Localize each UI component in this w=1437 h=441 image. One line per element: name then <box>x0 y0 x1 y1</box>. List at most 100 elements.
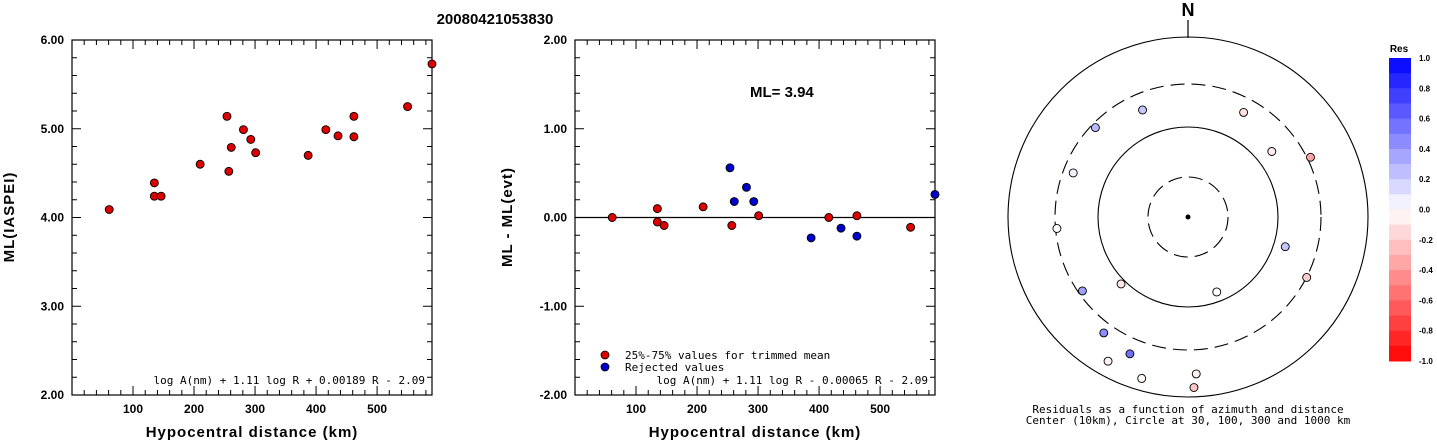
data-point <box>852 231 862 241</box>
x-tick-label: 500 <box>367 402 387 416</box>
x-axis-label: Hypocentral distance (km) <box>649 424 862 441</box>
data-point <box>104 205 114 214</box>
data-point <box>195 159 205 169</box>
y-tick-label: 3.00 <box>41 299 65 313</box>
colorbar-cell <box>1389 118 1411 135</box>
data-point <box>156 191 166 201</box>
formula-label: log A(nm) + 1.11 log R + 0.00189 R - 2.0… <box>153 374 425 387</box>
legend-label-trimmed: 25%-75% values for trimmed mean <box>625 349 830 362</box>
colorbar-tick-label: 0.6 <box>1419 115 1431 124</box>
x-tick-label: 300 <box>748 402 768 416</box>
colorbar-cell <box>1389 88 1411 104</box>
data-point <box>806 233 816 243</box>
colorbar-cell <box>1389 179 1411 195</box>
y-tick-label: 5.00 <box>41 122 65 136</box>
x-tick-label: 400 <box>306 402 326 416</box>
x-tick-label: 400 <box>809 402 829 416</box>
residual-point <box>1239 107 1249 117</box>
residual-point <box>1103 356 1113 366</box>
y-tick-label: -2.00 <box>540 388 568 402</box>
data-point <box>239 125 248 135</box>
legend-marker-trimmed <box>600 350 610 360</box>
event-title: 20080421053830 <box>437 11 554 28</box>
data-point <box>742 182 751 192</box>
residual-point <box>1189 383 1199 392</box>
y-tick-label: 2.00 <box>41 388 65 402</box>
y-tick-label: -1.00 <box>540 299 568 313</box>
x-tick-label: 100 <box>123 402 143 416</box>
residual-point <box>1302 273 1312 282</box>
x-tick-label: 100 <box>626 402 646 416</box>
colorbar-tick-label: -1.0 <box>1419 357 1433 366</box>
residual-point <box>1306 152 1315 162</box>
residual-point <box>1090 123 1100 133</box>
center-dot <box>1185 214 1191 220</box>
north-label: N <box>1182 0 1195 20</box>
plot-frame <box>71 39 433 396</box>
residual-point <box>1280 242 1290 252</box>
colorbar-cell <box>1389 209 1411 226</box>
colorbar-cell <box>1389 254 1411 271</box>
y-axis-label: ML(IASPEI) <box>1 172 18 263</box>
data-point <box>906 222 916 232</box>
y-tick-label: 0.00 <box>544 211 568 225</box>
x-tick-label: 200 <box>184 402 204 416</box>
y-tick-label: 4.00 <box>41 211 65 225</box>
colorbar-cell <box>1389 270 1411 286</box>
data-point <box>349 111 359 121</box>
x-tick-label: 200 <box>687 402 707 416</box>
data-point <box>698 202 708 212</box>
y-axis-label: ML - ML(evt) <box>499 167 516 267</box>
formula-label: log A(nm) + 1.11 log R - 0.00065 R - 2.0… <box>656 374 928 387</box>
ring-1000km <box>1007 36 1369 398</box>
residual-point <box>1138 105 1148 115</box>
data-point <box>727 221 737 230</box>
x-tick-label: 300 <box>245 402 265 416</box>
colorbar-cell <box>1389 285 1411 301</box>
colorbar-tick-label: 0.0 <box>1419 206 1431 215</box>
data-point <box>725 163 735 173</box>
y-tick-label: 2.00 <box>544 33 568 47</box>
data-point <box>251 148 261 158</box>
ring-30km <box>1147 176 1229 258</box>
data-point <box>333 131 343 141</box>
colorbar-cell <box>1389 345 1411 362</box>
colorbar-cell <box>1389 330 1411 347</box>
residual-point <box>1068 168 1078 178</box>
data-point <box>836 223 846 233</box>
panel-polar-residuals: N Residuals as a function of azimuth and… <box>1007 0 1369 427</box>
colorbar-cell <box>1389 103 1411 120</box>
legend-marker-rejected <box>600 362 610 372</box>
colorbar-cell <box>1389 224 1411 241</box>
data-point <box>852 211 862 221</box>
colorbar-tick-label: 0.8 <box>1419 84 1431 93</box>
data-point <box>222 111 232 121</box>
ring-100km <box>1097 126 1279 308</box>
data-point <box>729 197 739 206</box>
colorbar-tick-label: 1.0 <box>1419 54 1431 63</box>
colorbar-cell <box>1389 300 1411 317</box>
data-point <box>226 142 236 152</box>
y-tick-label: 6.00 <box>41 33 65 47</box>
x-tick-label: 500 <box>870 402 890 416</box>
residual-point <box>1212 287 1222 297</box>
data-point <box>427 59 437 69</box>
data-point <box>930 189 940 199</box>
ml-annotation: ML= 3.94 <box>750 84 814 101</box>
caption-line-1: Residuals as a function of azimuth and d… <box>1032 403 1343 416</box>
panel-ml-residual: 100 200 300 400 500 -2.00 -1.00 0.00 1.00 2.00 Hy… <box>499 33 940 441</box>
residual-point <box>1052 224 1062 233</box>
data-point <box>749 197 759 206</box>
colorbar-cell <box>1389 239 1411 256</box>
colorbar-cell <box>1389 73 1411 89</box>
residual-point <box>1137 373 1147 383</box>
data-point <box>607 213 617 222</box>
caption-line-2: Center (10km), Circle at 30, 100, 300 an… <box>1026 414 1351 427</box>
data-point <box>659 221 669 230</box>
colorbar-tick-label: -0.2 <box>1419 236 1433 245</box>
data-point <box>149 178 159 188</box>
colorbar-tick-label: -0.8 <box>1419 327 1433 336</box>
colorbar-cell <box>1389 194 1411 210</box>
data-point <box>824 213 834 222</box>
residual-point <box>1267 147 1277 156</box>
